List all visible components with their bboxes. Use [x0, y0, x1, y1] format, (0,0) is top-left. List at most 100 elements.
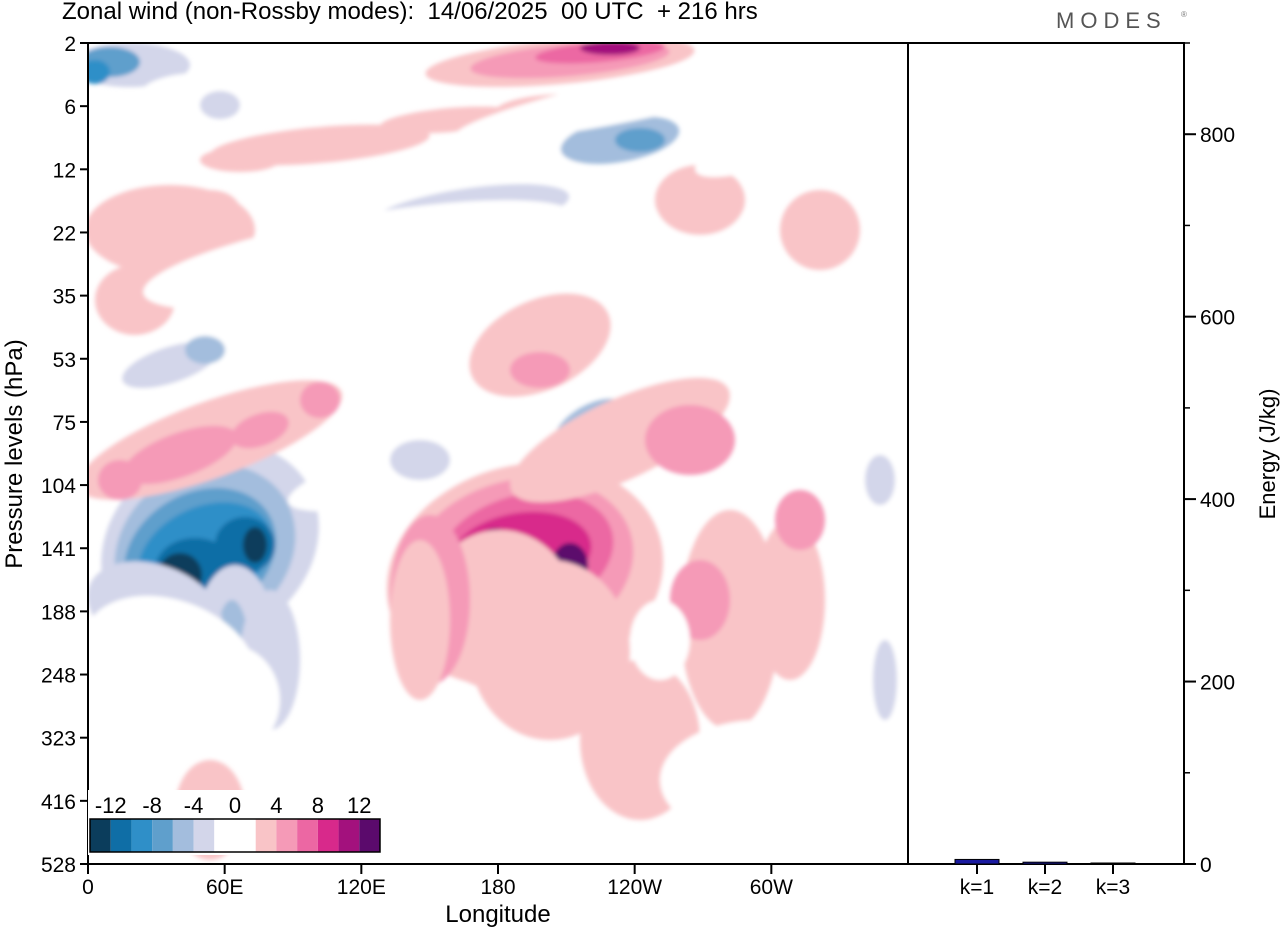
contour-region: [200, 91, 240, 119]
contour-region: [469, 293, 611, 397]
y-tick-label: 12: [53, 159, 76, 182]
colorbar-swatch: [235, 819, 256, 852]
contour-region: [390, 440, 450, 480]
colorbar-tick-label: -12: [95, 793, 127, 818]
x-tick-label: 0: [82, 876, 94, 899]
contour-region: [88, 595, 258, 725]
contour-region: [123, 425, 237, 485]
contour-region: [364, 207, 756, 323]
contour-region: [865, 455, 895, 505]
y-tick-label: 6: [64, 96, 76, 119]
colorbar: -12 -8 -4 0 4 8 12: [88, 790, 384, 855]
colorbar-tick-label: -4: [184, 793, 204, 818]
energy-tick-label: 400: [1200, 489, 1235, 512]
bar-label: k=1: [960, 876, 994, 899]
colorbar-tick-label: 12: [347, 793, 371, 818]
x-axis-label: Longitude: [445, 901, 550, 928]
colorbar-swatch: [338, 819, 360, 852]
contour-region: [98, 460, 142, 500]
chart-title: Zonal wind (non-Rossby modes): 14/06/202…: [62, 0, 758, 25]
energy-panel-frame: [907, 42, 1185, 865]
energy-axis-label: Energy (J/kg): [1255, 389, 1280, 520]
contour-region: [580, 43, 640, 55]
colorbar-swatch: [214, 819, 235, 852]
contour-region: [873, 640, 897, 720]
x-tick-label: 120W: [607, 876, 662, 899]
energy-tick-label: 0: [1200, 854, 1212, 877]
colorbar-swatch: [297, 819, 318, 852]
energy-tick-label: 200: [1200, 672, 1235, 695]
wind-contours: [88, 43, 908, 860]
colorbar-swatch: [255, 819, 277, 852]
y-tick-label: 35: [53, 286, 76, 309]
contour-region: [655, 165, 745, 235]
colorbar-tick-label: 4: [270, 793, 282, 818]
y-tick-label: 2: [64, 33, 76, 56]
y-tick-label: 416: [41, 791, 76, 814]
contour-region: [323, 123, 637, 207]
contour-region: [140, 73, 260, 117]
colorbar-swatch: [317, 819, 339, 852]
y-axis: 2 6 12 22 35 53 75 104 141 188 248 323 416 528: [41, 33, 88, 877]
colorbar-swatch: [131, 819, 153, 852]
contour-region: [695, 102, 865, 178]
colorbar-swatch: [152, 819, 173, 852]
colorbar-frame: [89, 818, 381, 853]
contour-region: [243, 527, 267, 563]
colorbar-swatch: [276, 819, 298, 852]
colorbar-tick-label: -8: [142, 793, 162, 818]
energy-bars: k=1 k=2 k=3: [954, 858, 1136, 899]
y-tick-label: 188: [41, 601, 76, 624]
colorbar-swatch: [172, 819, 194, 852]
contour-region: [185, 336, 225, 364]
y-tick-label: 75: [53, 412, 76, 435]
contour-region: [310, 630, 390, 770]
colorbar-tick-label: 0: [229, 793, 241, 818]
y-tick-label: 104: [41, 475, 76, 498]
y-tick-label: 22: [53, 222, 76, 245]
contour-region: [510, 352, 570, 388]
y-tick-label: 141: [41, 538, 76, 561]
contour-region: [390, 540, 450, 700]
energy-axis: 0 200 400 600 800: [1184, 42, 1235, 877]
contour-region: [200, 148, 280, 172]
contour-region: [780, 190, 860, 270]
contour-region: [660, 720, 860, 840]
contour-region: [231, 411, 289, 449]
x-tick-label: 120E: [337, 876, 386, 899]
registered-mark: ®: [1181, 10, 1187, 19]
colorbar-tick-label: 8: [312, 793, 324, 818]
contour-region: [775, 490, 825, 550]
y-tick-label: 528: [41, 854, 76, 877]
y-tick-label: 53: [53, 349, 76, 372]
contour-region: [143, 200, 577, 310]
energy-bar: [1090, 862, 1136, 865]
y-tick-label: 323: [41, 728, 76, 751]
contour-region: [470, 560, 630, 740]
contour-region: [615, 128, 665, 152]
energy-tick-label: 800: [1200, 124, 1235, 147]
y-tick-label: 248: [41, 665, 76, 688]
contour-region: [630, 600, 690, 680]
x-tick-label: 60E: [206, 876, 243, 899]
bar-label: k=2: [1028, 876, 1062, 899]
y-axis-label: Pressure levels (hPa): [1, 339, 28, 568]
energy-bar: [954, 858, 1000, 865]
contour-region: [645, 405, 735, 475]
contour-region: [300, 382, 340, 418]
x-tick-label: 60W: [750, 876, 793, 899]
modes-logo: MODES: [1056, 8, 1167, 33]
x-tick-label: 180: [480, 876, 515, 899]
contour-region: [755, 520, 825, 680]
colorbar-swatch: [193, 819, 215, 852]
bar-label: k=3: [1096, 876, 1130, 899]
energy-bar: [1022, 861, 1068, 865]
x-axis: 0 60E 120E 180 120W 60W: [82, 864, 793, 899]
colorbar-swatch: [90, 819, 111, 852]
colorbar-swatch: [110, 819, 132, 852]
contour-region: [88, 60, 110, 84]
colorbar-swatch: [359, 819, 380, 852]
contour-region: [454, 48, 846, 142]
contour-region: [180, 190, 240, 230]
